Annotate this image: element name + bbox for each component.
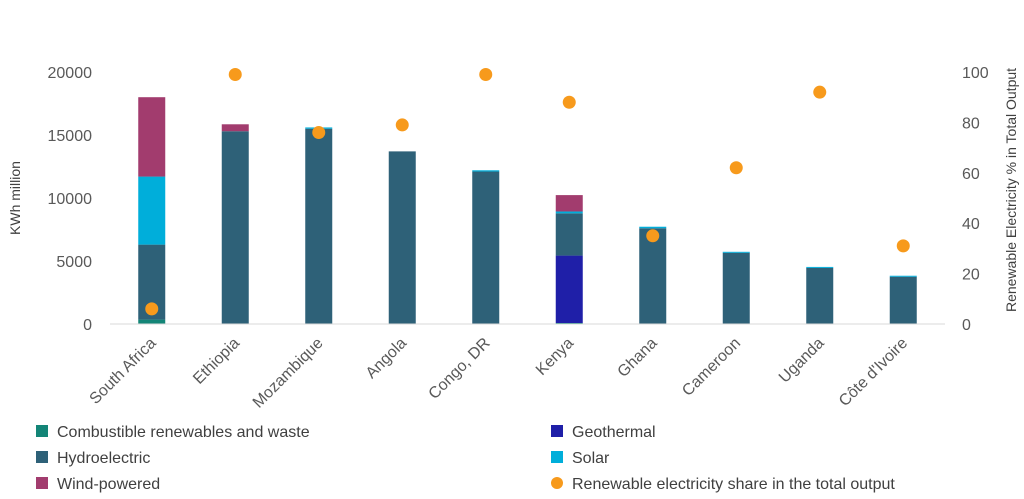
y2-tick-label: 100 [962, 65, 989, 82]
bar-wind-powered-ethiopia [221, 124, 249, 132]
bar-hydroelectric-cameroon [722, 252, 750, 324]
x-tick-label-south-africa: South Africa [87, 335, 160, 408]
legend-label-solar: Solar [572, 450, 610, 467]
y-tick-label: 10000 [48, 191, 93, 208]
legend-swatch-combustible-renewables-and-waste [36, 425, 48, 437]
bar-hydroelectric-ghana [639, 228, 667, 324]
bars-layer [138, 97, 917, 324]
bar-geothermal-kenya [555, 255, 583, 323]
legend-swatch-wind-powered [36, 477, 48, 489]
legend-label-wind-powered: Wind-powered [57, 476, 160, 493]
bar-combustible-renewables-and-waste-south-africa [138, 319, 166, 324]
bar-hydroelectric-congo-dr [472, 171, 500, 324]
y-tick-label: 0 [83, 317, 92, 334]
bar-solar-c-te-d-ivoire [889, 275, 917, 277]
legend-swatch-solar [551, 451, 563, 463]
legend-label-geothermal: Geothermal [572, 424, 656, 441]
legend: Combustible renewables and waste Geotherm… [36, 424, 895, 493]
x-tick-label-mozambique: Mozambique [250, 335, 327, 412]
legend-label-hydroelectric: Hydroelectric [57, 450, 150, 467]
y-axis-ticks: 0 5000 10000 15000 20000 [48, 65, 93, 334]
point-share-south-africa [145, 302, 159, 316]
x-tick-label-kenya: Kenya [533, 335, 577, 379]
point-share-cameroon [729, 161, 743, 175]
point-share-ghana [646, 229, 660, 243]
x-tick-label-cameroon: Cameroon [679, 335, 744, 400]
point-share-kenya [562, 95, 576, 109]
bar-combustible-renewables-and-waste-kenya [555, 322, 583, 324]
y2-tick-label: 80 [962, 115, 980, 132]
y2-tick-label: 60 [962, 166, 980, 183]
bar-wind-powered-kenya [555, 195, 583, 212]
bar-hydroelectric-mozambique [305, 128, 333, 324]
y-tick-label: 15000 [48, 128, 93, 145]
bar-solar-ghana [639, 226, 667, 229]
bar-wind-powered-south-africa [138, 97, 166, 177]
point-share-mozambique [312, 125, 326, 139]
bar-solar-south-africa [138, 176, 166, 245]
bar-hydroelectric-ethiopia [221, 131, 249, 324]
y2-tick-label: 0 [962, 317, 971, 334]
legend-label-renewable-electricity-share-in-the-total-output: Renewable electricity share in the total… [572, 476, 895, 493]
x-axis-ticks: South Africa Ethiopia Mozambique Angola Cong… [87, 335, 912, 412]
y-tick-label: 20000 [48, 65, 93, 82]
legend-swatch-geothermal [551, 425, 563, 437]
x-tick-label-ethiopia: Ethiopia [190, 335, 243, 388]
legend-label-combustible-renewables-and-waste: Combustible renewables and waste [57, 424, 310, 441]
bar-hydroelectric-angola [388, 151, 416, 324]
y-tick-label: 5000 [56, 254, 92, 271]
x-tick-label-uganda: Uganda [776, 335, 828, 387]
legend-swatch-hydroelectric [36, 451, 48, 463]
bar-solar-congo-dr [472, 170, 500, 172]
legend-swatch-renewable-electricity-share-in-the-total-output [551, 477, 563, 489]
point-share-c-te-d-ivoire [896, 239, 910, 253]
bar-solar-cameroon [722, 251, 750, 253]
bar-hydroelectric-kenya [555, 213, 583, 256]
bar-solar-uganda [806, 266, 834, 268]
x-tick-label-congo-dr: Congo, DR [426, 335, 494, 403]
y2-axis-title: Renewable Electricity % in Total Output [1003, 68, 1019, 312]
dots-layer [145, 68, 910, 316]
x-tick-label-ghana: Ghana [615, 335, 661, 381]
x-tick-label-angola: Angola [363, 335, 410, 382]
x-tick-label-c-te-d-ivoire: Côte d'Ivoire [836, 335, 911, 410]
y2-axis-ticks: 0 20 40 60 80 100 [962, 65, 989, 334]
bar-hydroelectric-uganda [806, 267, 834, 324]
bar-hydroelectric-c-te-d-ivoire [889, 276, 917, 324]
y-axis-title: KWh million [7, 161, 23, 235]
y2-tick-label: 40 [962, 216, 980, 233]
y2-tick-label: 20 [962, 267, 980, 284]
point-share-angola [395, 118, 409, 132]
point-share-uganda [813, 85, 827, 99]
point-share-congo-dr [479, 68, 493, 82]
bar-solar-kenya [555, 211, 583, 214]
point-share-ethiopia [228, 68, 242, 82]
